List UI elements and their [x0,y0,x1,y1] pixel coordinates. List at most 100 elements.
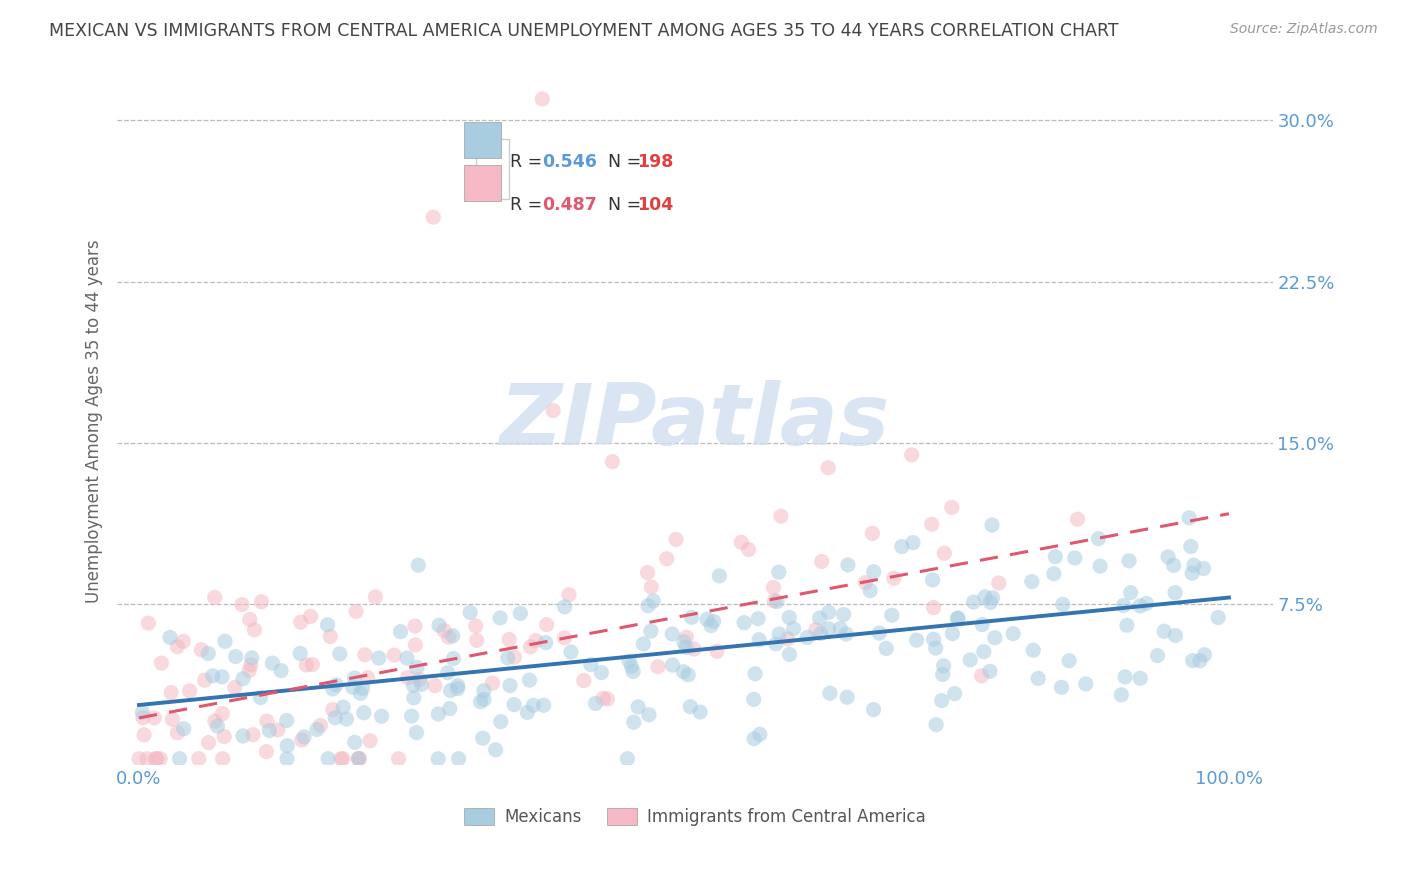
Point [681,610,703,624]
Point [503,650,526,665]
Point [190,642,212,657]
Point [332,752,354,766]
Point [689,705,711,719]
Point [737,542,759,557]
Point [352,681,374,696]
Point [1050,681,1073,695]
Point [239,657,262,672]
Point [250,595,273,609]
Point [194,673,217,688]
Point [817,460,839,475]
Point [1178,511,1201,525]
Text: Source: ZipAtlas.com: Source: ZipAtlas.com [1230,22,1378,37]
Point [354,648,377,662]
Point [768,627,790,641]
Point [627,699,650,714]
Point [647,659,669,673]
Point [962,595,984,609]
Point [579,657,602,672]
Point [1192,561,1215,575]
Point [149,752,172,766]
Y-axis label: Unemployment Among Ages 35 to 44 years: Unemployment Among Ages 35 to 44 years [86,239,103,603]
Point [640,580,662,594]
Point [447,681,470,696]
Point [499,679,522,693]
Point [481,676,503,690]
Point [343,671,366,685]
Point [1129,599,1152,613]
Point [981,518,1004,533]
Point [382,648,405,662]
Point [932,658,955,673]
Point [305,723,328,737]
Point [335,712,357,726]
Point [342,681,364,695]
Point [231,598,253,612]
Point [427,752,450,766]
Point [1002,626,1025,640]
Point [623,715,645,730]
Point [860,526,883,541]
Point [974,590,997,604]
Point [344,604,367,618]
Point [411,677,433,691]
Point [890,540,912,554]
Point [509,607,531,621]
Point [131,705,153,719]
Point [329,647,352,661]
Text: 0.546: 0.546 [543,153,598,171]
Point [1119,585,1142,599]
Point [349,752,371,766]
Point [769,509,792,524]
Point [396,651,419,665]
Point [267,723,290,737]
Text: 198: 198 [637,153,673,171]
Point [1194,648,1216,662]
Point [636,566,658,580]
Point [447,752,470,766]
Point [1157,549,1180,564]
Point [984,631,1007,645]
Point [541,403,564,417]
Point [427,618,450,632]
Point [132,711,155,725]
Text: R =: R = [510,196,548,214]
Point [661,627,683,641]
Point [921,573,943,587]
Point [859,583,882,598]
Point [763,594,786,608]
Point [291,733,314,747]
Point [214,634,236,648]
Point [465,633,488,648]
Point [1188,654,1211,668]
Point [1052,598,1074,612]
Point [572,673,595,688]
Point [1026,672,1049,686]
Point [675,640,697,655]
Point [676,668,699,682]
Point [862,565,884,579]
Point [389,624,412,639]
Point [558,588,581,602]
Point [675,630,697,644]
Point [1022,643,1045,657]
Point [316,752,339,766]
Point [934,546,956,560]
Point [249,690,271,705]
Point [404,638,426,652]
Point [921,517,943,532]
Point [1153,624,1175,639]
Point [496,651,519,665]
Point [524,633,547,648]
Point [288,647,311,661]
Point [349,686,371,700]
Point [596,692,619,706]
Point [396,671,419,685]
Point [941,626,963,640]
Point [427,706,450,721]
Point [747,612,769,626]
Point [883,571,905,585]
Point [672,665,695,679]
Point [406,660,429,674]
Point [204,714,226,728]
